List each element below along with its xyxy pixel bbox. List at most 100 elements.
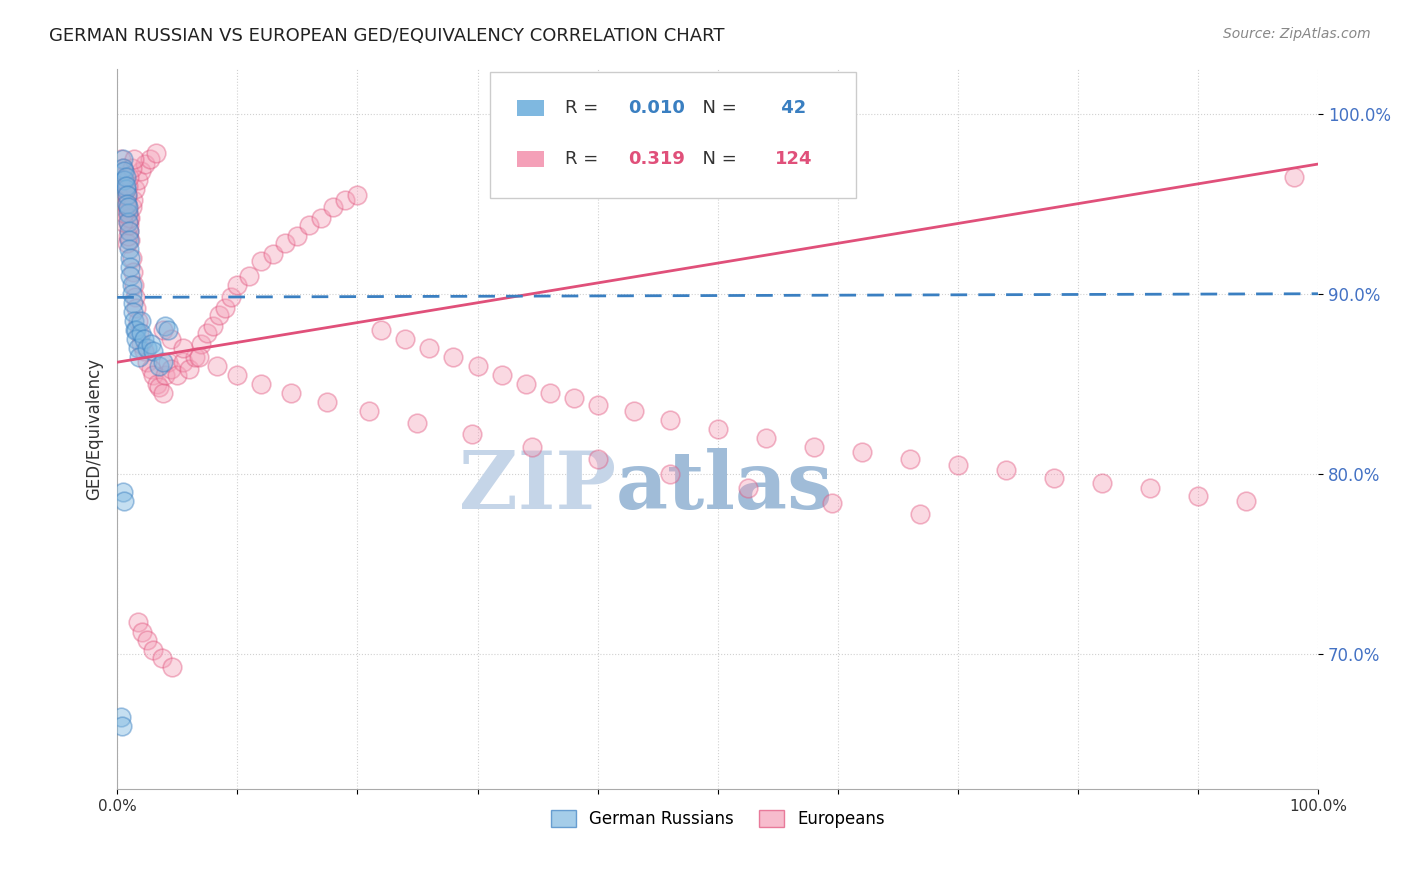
Point xyxy=(346,187,368,202)
Point xyxy=(359,404,381,418)
Y-axis label: GED/Equivalency: GED/Equivalency xyxy=(86,358,103,500)
Text: R =: R = xyxy=(565,150,605,168)
Point xyxy=(115,193,138,207)
Point xyxy=(117,178,139,193)
Point xyxy=(706,422,728,436)
FancyBboxPatch shape xyxy=(517,100,544,116)
Point xyxy=(586,452,609,467)
Point xyxy=(1284,169,1306,184)
Point xyxy=(121,161,143,175)
Point xyxy=(118,233,141,247)
Point xyxy=(117,215,139,229)
Point xyxy=(112,152,135,166)
Point xyxy=(121,200,143,214)
Point xyxy=(115,196,138,211)
Point xyxy=(226,368,249,382)
Point xyxy=(418,341,440,355)
FancyBboxPatch shape xyxy=(517,151,544,167)
Point xyxy=(851,445,873,459)
Text: 42: 42 xyxy=(775,99,807,117)
Point xyxy=(136,355,159,369)
Point xyxy=(110,152,132,166)
Point xyxy=(145,146,167,161)
Point xyxy=(110,164,132,178)
Point xyxy=(908,507,931,521)
Point xyxy=(152,323,174,337)
Point xyxy=(316,394,339,409)
Point xyxy=(121,305,143,319)
Point xyxy=(129,314,152,328)
Point xyxy=(118,169,141,184)
Text: 0.010: 0.010 xyxy=(627,99,685,117)
Point xyxy=(238,268,260,283)
Point xyxy=(262,247,284,261)
Point xyxy=(370,323,392,337)
Point xyxy=(148,380,170,394)
Point xyxy=(120,260,142,274)
Point xyxy=(1187,489,1209,503)
Point xyxy=(121,286,143,301)
Point xyxy=(335,193,357,207)
Point xyxy=(298,219,321,233)
Point xyxy=(208,309,231,323)
Point xyxy=(112,173,135,187)
Point xyxy=(226,277,249,292)
Point xyxy=(112,494,135,508)
Point xyxy=(184,350,207,364)
Point xyxy=(187,350,209,364)
Point xyxy=(112,205,135,219)
Point xyxy=(122,314,145,328)
Point xyxy=(658,467,681,481)
Point xyxy=(995,463,1018,477)
Point xyxy=(322,200,344,214)
Point xyxy=(803,440,825,454)
Point xyxy=(172,355,194,369)
Point xyxy=(115,187,138,202)
Point xyxy=(467,359,489,373)
Point xyxy=(128,326,150,341)
Point xyxy=(190,337,212,351)
Point xyxy=(112,173,135,187)
Point xyxy=(623,404,645,418)
Point xyxy=(520,440,543,454)
Point xyxy=(156,323,179,337)
Point xyxy=(125,332,148,346)
Point xyxy=(115,187,138,202)
Point xyxy=(129,337,152,351)
Point xyxy=(538,385,561,400)
Point xyxy=(131,625,153,640)
Point xyxy=(117,205,139,219)
Point xyxy=(118,242,141,256)
Point xyxy=(460,427,482,442)
Point xyxy=(162,659,184,673)
FancyBboxPatch shape xyxy=(489,72,856,198)
Point xyxy=(166,368,188,382)
Point xyxy=(124,182,146,196)
Point xyxy=(122,277,145,292)
Point xyxy=(311,211,333,225)
Point xyxy=(156,355,179,369)
Point xyxy=(114,182,136,196)
Point xyxy=(205,359,228,373)
Point xyxy=(118,211,141,225)
Point xyxy=(129,326,152,341)
Point xyxy=(285,229,308,244)
Point xyxy=(134,157,156,171)
Point xyxy=(110,710,132,724)
Point xyxy=(112,161,135,175)
Point xyxy=(562,391,585,405)
Point xyxy=(112,215,135,229)
Point xyxy=(755,431,778,445)
Point xyxy=(115,236,138,251)
Point xyxy=(121,193,143,207)
Point xyxy=(128,350,150,364)
Point xyxy=(202,319,225,334)
Point xyxy=(111,719,134,733)
Point xyxy=(127,314,149,328)
Point xyxy=(152,385,174,400)
Point xyxy=(129,164,152,178)
Point xyxy=(160,362,183,376)
Text: R =: R = xyxy=(565,99,605,117)
Point xyxy=(112,178,135,193)
Point xyxy=(443,350,465,364)
